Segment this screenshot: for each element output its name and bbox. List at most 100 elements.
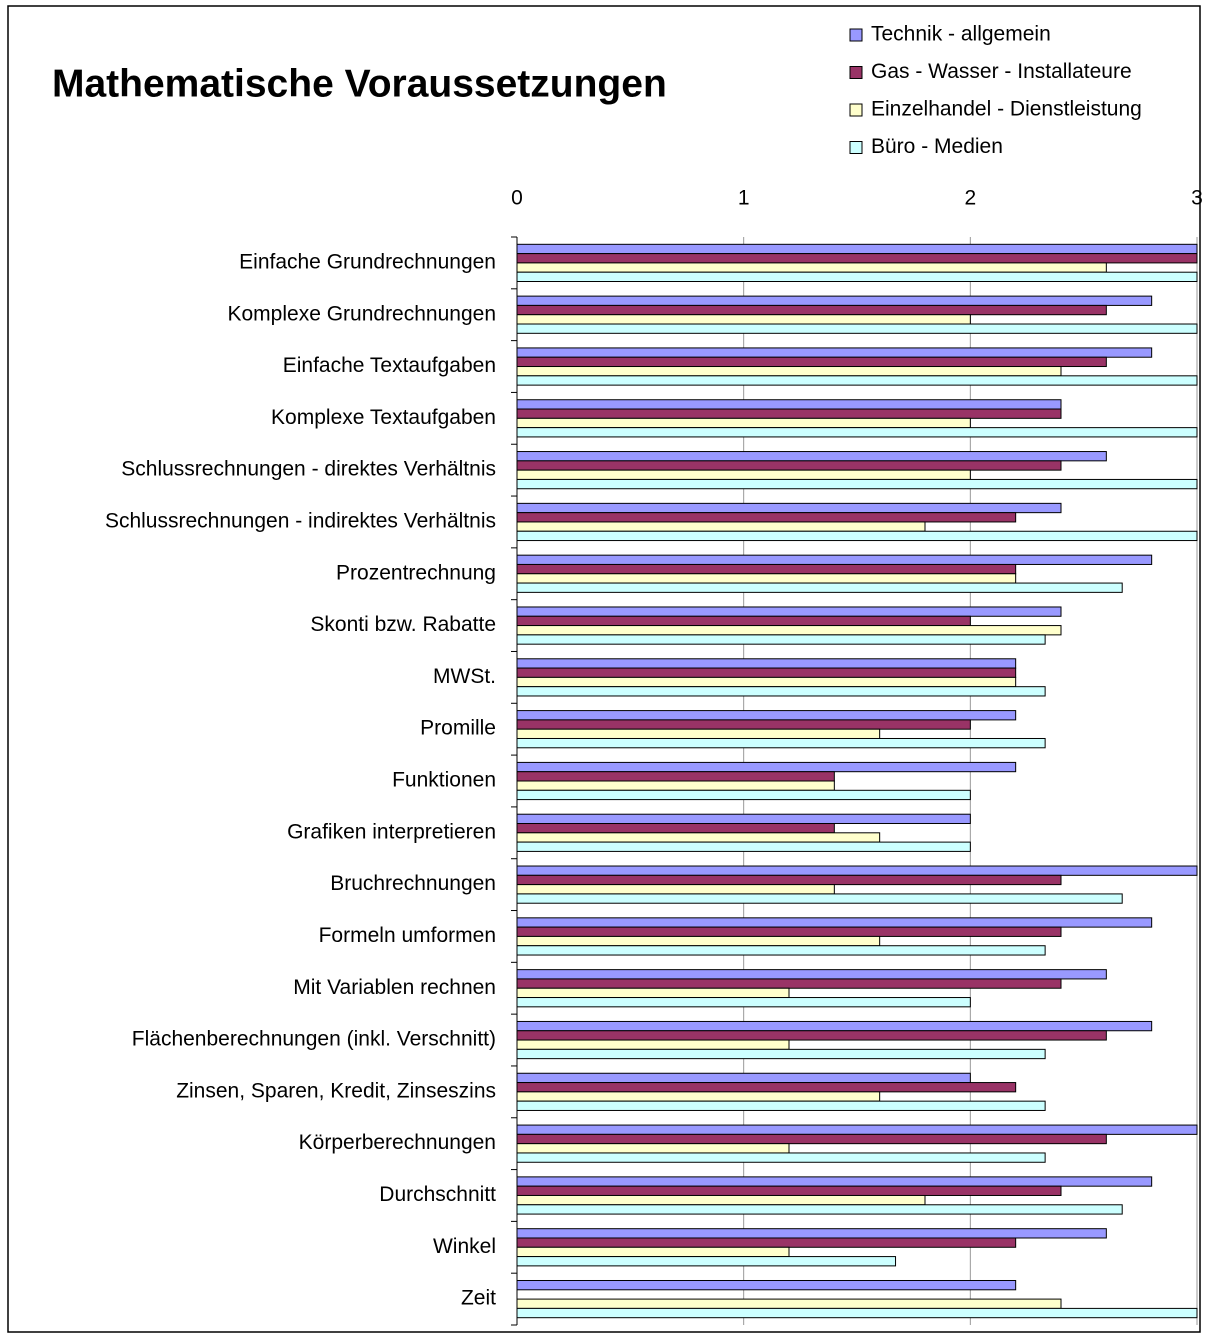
bar [516,399,1062,410]
bar [516,780,835,791]
bar [516,582,1123,593]
bar [516,987,790,999]
bar [516,408,1062,419]
bar [516,926,1062,937]
y-tick-label: Körperberechnungen [299,1131,496,1154]
bar [516,530,1198,542]
bar [516,893,1123,904]
bar [516,1237,1017,1248]
bar [516,375,1198,386]
bar [516,1307,1198,1319]
bar [516,719,971,730]
bar [516,304,1107,316]
bar [516,563,1017,575]
bar [516,615,971,627]
bar [516,1246,790,1258]
bar [516,841,971,852]
y-tick-label: MWSt. [433,665,496,688]
bar [516,1030,1107,1041]
legend-swatch [849,66,863,79]
bar [516,832,881,843]
bar [516,1082,1017,1093]
bar [516,478,1198,490]
legend-label: Gas - Wasser - Installateure [871,60,1132,83]
frame [7,5,1201,1333]
bar [516,874,1062,886]
bar [516,366,1062,377]
bar [516,356,1107,368]
bar [516,884,835,895]
bar [516,314,971,325]
bar [516,823,835,834]
bar [516,1039,790,1050]
bar [516,945,1046,956]
bar [516,573,1017,584]
bar [516,253,1198,264]
bar [516,667,1017,678]
bar [516,917,1153,928]
bar [516,469,971,480]
bar [516,502,1062,514]
y-tick-label: Komplexe Textaufgaben [271,406,496,429]
bar [516,1256,897,1267]
x-tick-label: 3 [1191,187,1203,210]
x-tick-label: 2 [964,187,976,210]
bar [516,789,971,801]
bar [516,658,1017,669]
bar [516,271,1198,283]
legend-label: Einzelhandel - Dienstleistung [871,98,1142,121]
bar [516,761,1017,773]
y-tick-label: Promille [420,717,496,740]
bar [516,676,1017,688]
bar [516,813,971,825]
bar [516,460,1062,471]
y-tick-label: Winkel [433,1235,496,1258]
bar [516,625,1062,636]
bar [516,1091,881,1102]
bar [516,521,926,532]
bar [516,1228,1107,1239]
y-tick-label: Einfache Textaufgaben [283,354,496,377]
bar [516,1072,971,1084]
legend-swatch [849,28,863,42]
bar [516,728,881,739]
bar [516,1152,1046,1163]
bar [516,710,1017,721]
bar [516,865,1198,876]
bar [516,1100,1046,1111]
bar [516,1020,1153,1032]
bar [516,771,835,782]
y-tick-label: Funktionen [392,769,496,792]
bar [516,1204,1123,1215]
y-tick-label: Formeln umformen [319,924,496,947]
legend-label: Büro - Medien [871,135,1003,158]
y-tick-label: Durchschnitt [379,1183,496,1206]
bar [516,243,1198,255]
y-tick-label: Mit Variablen rechnen [293,976,496,999]
bar [516,1048,1046,1060]
bar [516,262,1107,273]
y-tick-label: Schlussrechnungen - indirektes Verhältni… [105,509,496,532]
y-tick-label: Skonti bzw. Rabatte [310,613,496,636]
y-tick-label: Zinsen, Sparen, Kredit, Zinseszins [176,1079,496,1102]
bar [516,1298,1062,1309]
chart-title: Mathematische Voraussetzungen [52,62,667,105]
bar [516,417,971,429]
y-tick-label: Bruchrechnungen [330,872,496,895]
bar [516,1143,790,1154]
bar [516,451,1107,462]
bar [516,978,1062,989]
bar [516,347,1153,358]
bar [516,554,1153,565]
bar [516,427,1198,438]
legend-label: Technik - allgemein [871,23,1051,46]
bar [516,512,1017,523]
bar [516,686,1046,697]
y-tick-label: Grafiken interpretieren [287,820,496,843]
x-tick-label: 0 [511,187,523,210]
bar [516,634,1046,645]
bar [516,997,971,1008]
y-tick-label: Einfache Grundrechnungen [239,250,496,273]
bar [516,1185,1062,1196]
